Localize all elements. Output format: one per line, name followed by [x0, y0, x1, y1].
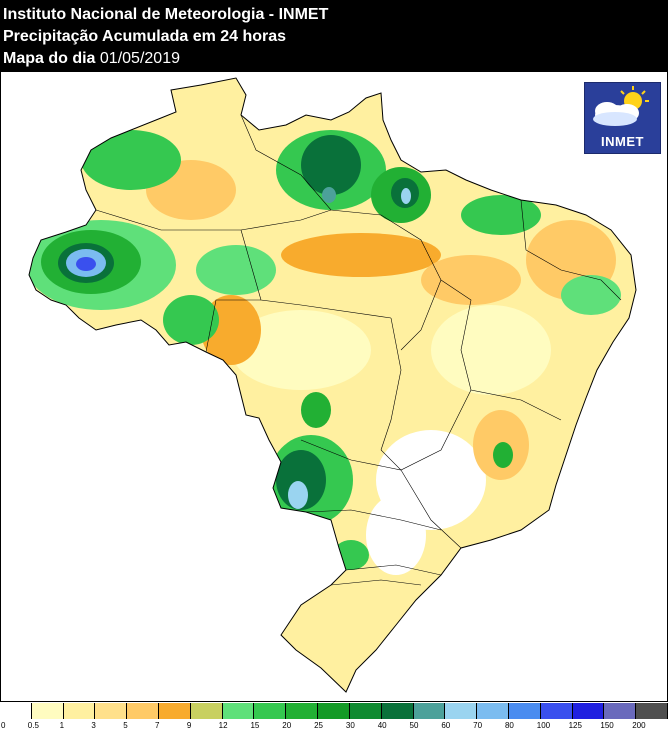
- legend-tick-label: 7: [155, 721, 160, 730]
- legend-tick-label: 3: [91, 721, 96, 730]
- legend-tick-label: 100: [536, 721, 551, 730]
- legend-swatch: [572, 703, 605, 719]
- map-date: 01/05/2019: [99, 50, 180, 67]
- legend-swatch: [0, 703, 32, 719]
- rain-field-green-ma-coast: [461, 195, 541, 235]
- legend-tick-label: 70: [473, 721, 483, 730]
- legend-swatch: [190, 703, 223, 719]
- legend-swatch: [604, 703, 637, 719]
- legend-swatch: [381, 703, 414, 719]
- legend-swatch: [445, 703, 478, 719]
- legend-tick-label: 0: [1, 721, 6, 730]
- sun-cloud-icon: [593, 86, 649, 126]
- rain-field-green-nw: [81, 130, 181, 190]
- legend-tick-label: 1: [59, 721, 65, 730]
- rain-field-orange-ma: [421, 255, 521, 305]
- map-frame: [0, 72, 668, 702]
- legend-swatch: [31, 703, 64, 719]
- legend-swatch: [254, 703, 287, 719]
- map-subtitle: Precipitação Acumulada em 24 horas: [3, 28, 287, 45]
- legend-swatch: [222, 703, 255, 719]
- legend-tick-label: 15: [250, 721, 260, 730]
- legend-swatch: [349, 703, 382, 719]
- legend-tick-label: 150: [600, 721, 614, 730]
- precipitation-map: [28, 77, 637, 693]
- rain-field-green-am: [196, 245, 276, 295]
- legend-tick-label: 12: [218, 721, 228, 730]
- legend-tick-label: 5: [123, 721, 128, 730]
- institution-title: Instituto Nacional de Meteorologia - INM…: [3, 6, 329, 23]
- legend-tick-label: 25: [314, 721, 323, 730]
- logo-text: INMET: [601, 134, 644, 149]
- rain-field-dry-south: [366, 495, 426, 575]
- rain-field-green-ne-coast: [561, 275, 621, 315]
- state-boundaries: [95, 114, 622, 586]
- legend-tick-label: 0.5: [27, 721, 39, 730]
- rain-field-light-ne: [431, 305, 551, 395]
- legend-swatch: [127, 703, 160, 719]
- legend-swatch: [540, 703, 573, 719]
- legend-tick-label: 40: [377, 721, 387, 730]
- legend-swatch: [159, 703, 191, 719]
- rain-field-orange-pa: [281, 233, 441, 277]
- rain-field-green-ro: [163, 295, 219, 345]
- legend-swatch: [95, 703, 128, 719]
- map-date-label: Mapa do dia: [3, 50, 96, 67]
- rain-max-north: [322, 187, 336, 203]
- legend-bar: 0 0.5 1 3 5 7 9 12 15 20 25 30 40 50 60 70 80 100 125 150 20…: [0, 701, 668, 732]
- legend-swatch: [413, 703, 446, 719]
- header-bar: Instituto Nacional de Meteorologia - INM…: [0, 0, 668, 72]
- legend-tick-label: 50: [409, 721, 419, 730]
- brazil-outline: [28, 77, 637, 693]
- legend-tick-label: 30: [345, 721, 355, 730]
- map-date-line: Mapa do dia 01/05/2019: [3, 49, 180, 69]
- rain-field-green-mg: [493, 442, 513, 468]
- legend-tick-label: 9: [186, 721, 192, 730]
- legend-swatch: [318, 703, 350, 719]
- legend-swatch: [286, 703, 319, 719]
- legend-tick-label: 200: [632, 721, 646, 730]
- rain-max-ms: [288, 481, 308, 509]
- legend-tick-label: 60: [441, 721, 451, 730]
- inmet-logo: INMET: [584, 82, 661, 154]
- legend-swatch: [477, 703, 509, 719]
- legend-tick-label: 80: [504, 721, 514, 730]
- legend-swatch: [636, 703, 668, 719]
- legend-swatch: [508, 703, 541, 719]
- legend-tick-label: 20: [282, 721, 292, 730]
- rain-max-west-core: [76, 257, 96, 271]
- rain-fields: [29, 130, 621, 575]
- rain-field-green-mt: [301, 392, 331, 428]
- rain-field-dark-north: [301, 135, 361, 195]
- legend-tick-label: 125: [568, 721, 582, 730]
- legend-swatch: [63, 703, 96, 719]
- rain-max-marajo: [401, 188, 411, 204]
- rain-field-light-center: [231, 310, 371, 390]
